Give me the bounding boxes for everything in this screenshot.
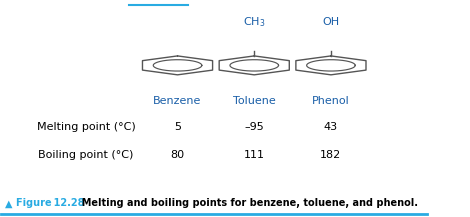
Text: –95: –95 <box>244 122 264 132</box>
Text: OH: OH <box>322 17 339 27</box>
Text: 43: 43 <box>324 122 338 132</box>
Text: 5: 5 <box>174 122 181 132</box>
Text: Melting and boiling points for benzene, toluene, and phenol.: Melting and boiling points for benzene, … <box>75 198 418 208</box>
Text: 80: 80 <box>171 150 185 160</box>
Text: Boiling point (°C): Boiling point (°C) <box>38 150 133 160</box>
Text: 111: 111 <box>244 150 265 160</box>
Text: Figure 12.28: Figure 12.28 <box>16 198 84 208</box>
Text: ▲: ▲ <box>5 198 16 208</box>
Text: 182: 182 <box>321 150 342 160</box>
Text: Benzene: Benzene <box>153 96 202 106</box>
Text: Toluene: Toluene <box>233 96 275 106</box>
Text: CH$_3$: CH$_3$ <box>243 15 266 29</box>
Text: Melting point (°C): Melting point (°C) <box>37 122 135 132</box>
Text: Phenol: Phenol <box>312 96 350 106</box>
